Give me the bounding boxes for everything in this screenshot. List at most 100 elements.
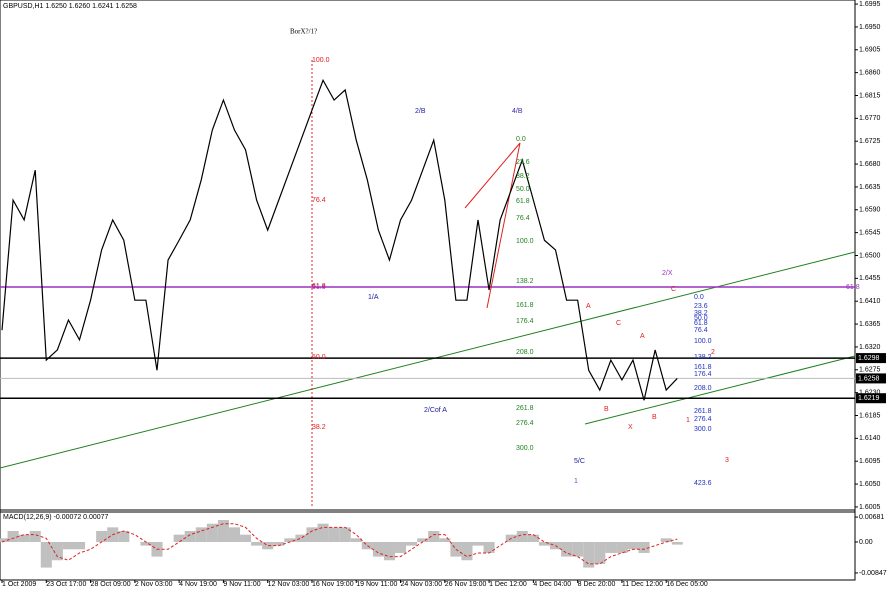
x-tick-label: 26 Nov 19:00 xyxy=(445,581,487,588)
macd-bar xyxy=(383,541,396,561)
y-tick-label: 1.6455 xyxy=(859,275,881,282)
macd-bar xyxy=(173,534,185,542)
macd-bar xyxy=(295,534,307,542)
macd-bar xyxy=(317,523,329,542)
macd-bar xyxy=(51,541,63,561)
y-tick-label: 1.6140 xyxy=(859,435,881,442)
x-tick-label: 1 Dec 12:00 xyxy=(489,581,527,588)
fib-label: 208.0 xyxy=(694,385,712,392)
x-tick-label: 9 Nov 11:00 xyxy=(223,581,260,588)
fib-label: 23.6 xyxy=(694,303,708,310)
fib-label: 50.0 xyxy=(312,354,326,361)
fib-label: 0.0 xyxy=(694,294,704,301)
wave-label: X xyxy=(628,424,633,431)
macd-bar xyxy=(538,541,550,546)
fib-label: 300.0 xyxy=(694,426,712,433)
wave-label: 2 xyxy=(711,349,715,356)
fib-label: 38.2 xyxy=(516,173,530,180)
macd-bar xyxy=(361,541,373,550)
macd-bar xyxy=(583,541,595,568)
macd-bar xyxy=(439,538,451,542)
fib-label: 38.2 xyxy=(312,424,326,431)
fib-label: 76.4 xyxy=(312,197,326,204)
x-tick-label: 24 Nov 03:00 xyxy=(401,581,443,588)
y-tick-label: -0.00847 xyxy=(859,570,887,577)
fib-label: 76.4 xyxy=(694,327,708,334)
y-tick-label: 1.6050 xyxy=(859,481,881,488)
price-label: 1.6298 xyxy=(858,355,880,362)
macd-bar xyxy=(73,541,86,550)
macd-bar xyxy=(572,541,584,557)
wave-label: C xyxy=(671,286,676,293)
fib-label: 208.0 xyxy=(516,349,534,356)
fib-label: 176.4 xyxy=(516,318,534,325)
fib-label: 276.4 xyxy=(516,420,534,427)
trend-line xyxy=(0,251,856,469)
wave-label: 4/B xyxy=(512,108,523,115)
y-tick-label: 1.6545 xyxy=(859,229,881,236)
macd-bar xyxy=(29,531,41,542)
macd-bar xyxy=(217,520,229,542)
macd-bar xyxy=(372,541,384,557)
wave-label: 1/A xyxy=(368,294,379,301)
macd-bar xyxy=(671,541,683,545)
y-tick-label: 1.6905 xyxy=(859,47,881,54)
fib-label: 161.8 xyxy=(694,364,712,371)
wave-label: A xyxy=(586,303,591,310)
wave-label: C xyxy=(616,320,621,327)
x-tick-label: 8 Dec 20:00 xyxy=(578,581,616,588)
fib-label: 61.8 xyxy=(312,284,326,291)
x-tick-label: 28 Oct 09:00 xyxy=(91,581,131,588)
y-tick-label: 1.6095 xyxy=(859,458,881,465)
macd-bar xyxy=(251,541,263,546)
macd-bar xyxy=(195,527,207,542)
macd-bar xyxy=(40,541,52,568)
signal-line xyxy=(1,523,678,565)
y-tick-label: 1.6770 xyxy=(859,115,881,122)
macd-bar xyxy=(339,527,351,542)
macd-bar xyxy=(62,541,74,550)
fib-label: 261.8 xyxy=(694,408,712,415)
macd-bar xyxy=(7,531,19,542)
fib-label: 50.0 xyxy=(694,315,708,322)
x-tick-label: 4 Nov 19:00 xyxy=(179,581,217,588)
fib-label: 61.8 xyxy=(312,283,326,290)
y-tick-label: 1.6725 xyxy=(859,138,881,145)
wave-label: 3 xyxy=(725,457,729,464)
macd-bar xyxy=(627,541,639,550)
y-tick-label: 0.00681 xyxy=(859,514,884,521)
x-tick-label: 2 Nov 03:00 xyxy=(135,581,173,588)
macd-bar xyxy=(273,541,285,546)
x-tick-label: 1 Oct 2009 xyxy=(2,581,36,588)
macd-bar xyxy=(206,523,218,542)
macd-bar xyxy=(660,538,672,542)
fib-label: 38.2 xyxy=(694,310,708,317)
trend-line xyxy=(584,355,856,425)
macd-bar xyxy=(516,531,528,542)
fib-label: 61.8 xyxy=(516,198,530,205)
y-tick-label: 1.6230 xyxy=(859,389,881,396)
fib-label: 138.2 xyxy=(516,278,534,285)
fib-label: 100.0 xyxy=(694,338,712,345)
macd-bar xyxy=(96,531,108,542)
price-label: 1.6258 xyxy=(858,375,880,382)
macd-bar xyxy=(184,531,196,542)
macd-bar xyxy=(240,534,252,542)
y-tick-label: 1.6500 xyxy=(859,252,881,259)
price-box xyxy=(856,373,886,384)
wave-label: B xyxy=(604,406,609,413)
macd-bar xyxy=(18,534,30,542)
macd-bar xyxy=(306,527,318,542)
macd-bar xyxy=(483,541,495,553)
macd-bar xyxy=(638,541,650,553)
x-tick-label: 11 Dec 12:00 xyxy=(622,581,663,588)
macd-bar xyxy=(594,541,606,564)
fib-label: 50.0 xyxy=(516,186,530,193)
y-tick-label: 1.6275 xyxy=(859,367,881,374)
macd-bar xyxy=(350,538,362,542)
x-tick-label: 4 Dec 04:00 xyxy=(533,581,571,588)
y-tick-label: 1.6320 xyxy=(859,344,881,351)
wave-label: 2/B xyxy=(415,108,426,115)
fib-label: 161.8 xyxy=(516,302,534,309)
macd-bar xyxy=(140,541,152,546)
